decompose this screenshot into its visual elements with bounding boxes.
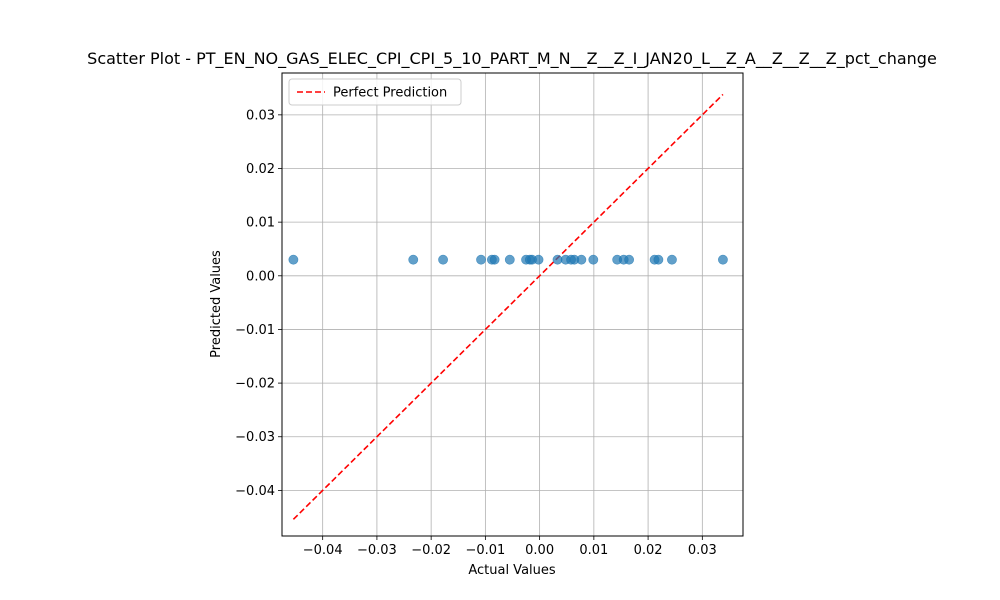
data-point [588,254,599,265]
legend-label-perfect-prediction: Perfect Prediction [333,86,447,101]
x-tick-label: 0.03 [688,543,717,558]
x-tick-label: −0.02 [411,543,451,558]
data-point [653,254,664,265]
y-tick-label: 0.01 [246,216,275,231]
chart-title: Scatter Plot - PT_EN_NO_GAS_ELEC_CPI_CPI… [87,49,937,69]
x-tick-label: 0.00 [525,543,554,558]
perfect-prediction-series [292,93,724,520]
y-tick-label: −0.02 [235,377,275,392]
x-tick-label: −0.03 [357,543,397,558]
data-point [408,254,419,265]
y-tick-label: −0.01 [235,323,275,338]
axis-ticks: −0.04 −0.03 −0.02 −0.01 0.00 0.01 0.02 0.03 −0.0… [235,108,717,558]
y-tick-label: −0.03 [235,430,275,445]
x-tick-label: 0.02 [634,543,663,558]
data-point [667,254,677,265]
x-tick-label: −0.04 [303,543,343,558]
perfect-prediction-line [292,93,724,520]
y-tick-label: 0.03 [246,108,275,123]
x-axis-title: Actual Values [468,563,556,578]
x-tick-label: 0.01 [579,543,608,558]
data-point [533,254,544,265]
data-point [476,254,486,265]
legend: Perfect Prediction [288,78,462,106]
legend-box [288,78,462,106]
data-point [624,254,635,265]
data-point [504,254,515,265]
x-tick-label: −0.01 [465,543,505,558]
data-point [489,254,500,265]
data-point [576,254,587,265]
data-point [288,254,299,265]
plot-frame [281,72,744,537]
data-point [552,254,563,265]
data-point [438,254,448,265]
y-axis-title: Predicted Values [209,250,224,358]
data-points [288,254,728,265]
y-tick-label: −0.04 [235,484,275,499]
y-tick-label: 0.00 [246,269,275,284]
data-point [718,254,728,265]
grid [282,73,743,536]
y-tick-label: 0.02 [246,162,275,177]
